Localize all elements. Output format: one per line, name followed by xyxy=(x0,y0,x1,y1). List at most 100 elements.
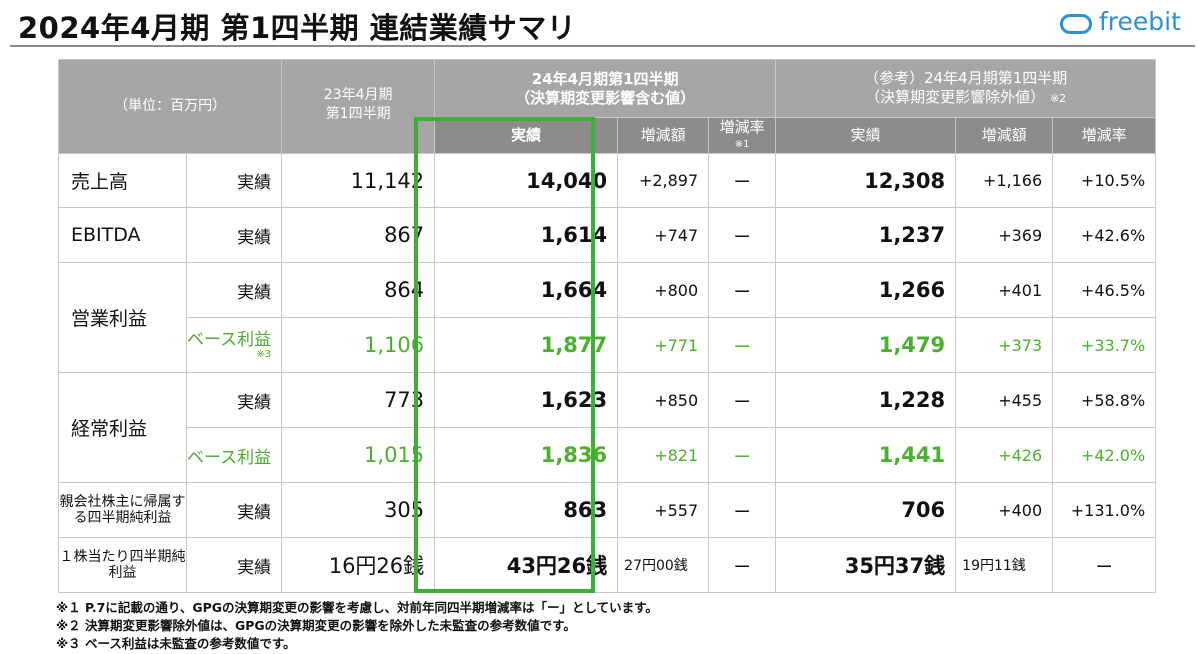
current-change-rate: ー xyxy=(708,153,777,208)
logo-text: freebit xyxy=(1099,7,1181,36)
prior-header-line2: 第1四半期 xyxy=(325,106,391,122)
row-category: １株当たり四半期純利益 xyxy=(58,537,187,593)
current-value: 1,614 xyxy=(434,207,619,263)
current-change-rate: ー xyxy=(708,537,777,593)
footnote-3: ※３ ベース利益は未監査の参考数値です。 xyxy=(56,636,296,651)
row-label: 実績 xyxy=(185,153,283,208)
row-label: ベース利益 xyxy=(187,329,272,350)
ref-change-rate-label: 増減率 xyxy=(1081,126,1127,144)
ref-value: 12,308 xyxy=(775,153,957,208)
current-value: 1,877 xyxy=(434,317,619,373)
ref-actual-label: 実績 xyxy=(850,126,881,144)
prior-value: 1,106 xyxy=(281,317,436,373)
ref-change-rate: +42.6% xyxy=(1052,207,1157,263)
current-change-rate: ー xyxy=(708,372,777,428)
current-change-rate: ー xyxy=(708,262,777,318)
row-label: 実績 xyxy=(185,537,283,593)
current-change-amount-label: 増減額 xyxy=(640,126,686,144)
current-actual-label: 実績 xyxy=(511,126,542,144)
current-change-rate-label: 増減率 xyxy=(719,117,765,136)
ref-header-line2: （決算期変更影響除外値） xyxy=(865,88,1046,106)
freebit-logo: freebit xyxy=(1060,7,1195,38)
current-change-amount: +771 xyxy=(617,317,710,373)
current-change-amount-header: 増減額 xyxy=(617,117,710,154)
current-value: 1,664 xyxy=(434,262,619,318)
prior-period-header: 23年4月期 第1四半期 xyxy=(281,59,436,154)
base-profit-note: ※3 xyxy=(256,348,272,360)
row-label: 実績 xyxy=(185,207,283,263)
ref-value: 1,237 xyxy=(775,207,957,263)
footnote-1: ※１ P.7に記載の通り、GPGの決算期変更の影響を考慮し、対前年同四半期増減率… xyxy=(56,600,658,615)
ref-change-amount: +369 xyxy=(955,207,1054,263)
table-row: 営業利益 実績 864 1,664 +800 ー 1,266 +401 +46.… xyxy=(58,262,1157,373)
row-category: 経常利益 xyxy=(58,372,187,483)
row-category: EBITDA xyxy=(58,207,187,263)
ref-change-amount: +400 xyxy=(955,482,1054,538)
current-header-line2: （決算期変更影響含む値） xyxy=(515,88,696,107)
cloud-logo-icon xyxy=(1060,14,1092,34)
ref-change-rate: +58.8% xyxy=(1052,372,1157,428)
table-row: １株当たり四半期純利益 実績 16円26銭 43円26銭 27円00銭 ー 35… xyxy=(58,537,1157,593)
current-change-amount: +2,897 xyxy=(617,153,710,208)
current-change-amount: 27円00銭 xyxy=(617,537,710,593)
current-change-amount: +850 xyxy=(617,372,710,428)
ref-change-amount-label: 増減額 xyxy=(981,126,1027,144)
current-period-header: 24年4月期第1四半期 （決算期変更影響含む値） xyxy=(434,59,777,118)
table-row: EBITDA 実績 867 1,614 +747 ー 1,237 +369 +4… xyxy=(58,207,1157,263)
row-label: 実績 xyxy=(185,262,283,318)
current-change-amount: +557 xyxy=(617,482,710,538)
prior-header-line1: 23年4月期 xyxy=(323,87,393,103)
prior-value: 867 xyxy=(281,207,436,263)
prior-value: 305 xyxy=(281,482,436,538)
ref-value: 1,441 xyxy=(775,427,957,483)
ref-change-amount: +455 xyxy=(955,372,1054,428)
current-value: 1,623 xyxy=(434,372,619,428)
results-summary-table: （単位：百万円） 23年4月期 第1四半期 24年4月期第1四半期 （決算期変更… xyxy=(57,59,1157,593)
current-change-rate: ー xyxy=(708,317,777,373)
prior-value: 1,015 xyxy=(281,427,436,483)
current-change-amount: +800 xyxy=(617,262,710,318)
unit-header: （単位：百万円） xyxy=(57,59,283,154)
current-value: 863 xyxy=(434,482,619,538)
footnotes: ※１ P.7に記載の通り、GPGの決算期変更の影響を考慮し、対前年同四半期増減率… xyxy=(56,599,658,653)
ref-change-rate: +10.5% xyxy=(1052,153,1157,208)
change-rate-note: ※1 xyxy=(734,138,750,150)
row-label-base-profit: ベース利益 ※3 xyxy=(185,317,283,373)
ref-change-amount-header: 増減額 xyxy=(955,117,1054,154)
ref-change-amount: +426 xyxy=(955,427,1054,483)
current-change-amount: +747 xyxy=(617,207,710,263)
row-category: 親会社株主に帰属する四半期純利益 xyxy=(58,482,187,538)
ref-change-rate: ー xyxy=(1052,537,1157,593)
prior-value: 16円26銭 xyxy=(281,537,436,593)
ref-value: 1,266 xyxy=(775,262,957,318)
ref-change-amount: +373 xyxy=(955,317,1054,373)
current-value: 43円26銭 xyxy=(434,537,619,593)
ref-change-amount: +401 xyxy=(955,262,1054,318)
footnote-2: ※２ 決算期変更影響除外値は、GPGの決算期変更の影響を除外した未監査の参考数値… xyxy=(56,618,576,633)
row-category: 営業利益 xyxy=(58,262,187,373)
current-change-rate: ー xyxy=(708,427,777,483)
current-value: 1,836 xyxy=(434,427,619,483)
ref-actual-header: 実績 xyxy=(775,117,957,154)
current-value: 14,040 xyxy=(434,153,619,208)
ref-change-amount: +1,166 xyxy=(955,153,1054,208)
page-title: 2024年4月期 第1四半期 連結業績サマリ xyxy=(18,11,577,45)
current-change-rate: ー xyxy=(708,482,777,538)
current-change-rate: ー xyxy=(708,207,777,263)
table-row: 経常利益 実績 773 1,623 +850 ー 1,228 +455 +58.… xyxy=(58,372,1157,483)
ref-change-amount: 19円11銭 xyxy=(955,537,1054,593)
ref-value: 1,228 xyxy=(775,372,957,428)
ref-header-note: ※2 xyxy=(1049,92,1067,105)
current-change-rate-header: 増減率 ※1 xyxy=(708,117,777,154)
ref-header-line1: （参考）24年4月期第1四半期 xyxy=(864,69,1068,87)
current-change-amount: +821 xyxy=(617,427,710,483)
ref-change-rate: +42.0% xyxy=(1052,427,1157,483)
ref-change-rate-header: 増減率 xyxy=(1052,117,1157,154)
current-actual-header: 実績 xyxy=(434,117,619,154)
row-label: ベース利益 xyxy=(185,427,283,483)
ref-change-rate: +46.5% xyxy=(1052,262,1157,318)
table-row: 親会社株主に帰属する四半期純利益 実績 305 863 +557 ー 706 +… xyxy=(58,482,1157,538)
table-row: ベース利益 ※3 1,106 1,877 +771 ー 1,479 +373 +… xyxy=(59,317,1157,373)
prior-value: 773 xyxy=(281,372,436,428)
table-row: 売上高 実績 11,142 14,040 +2,897 ー 12,308 +1,… xyxy=(58,153,1157,208)
